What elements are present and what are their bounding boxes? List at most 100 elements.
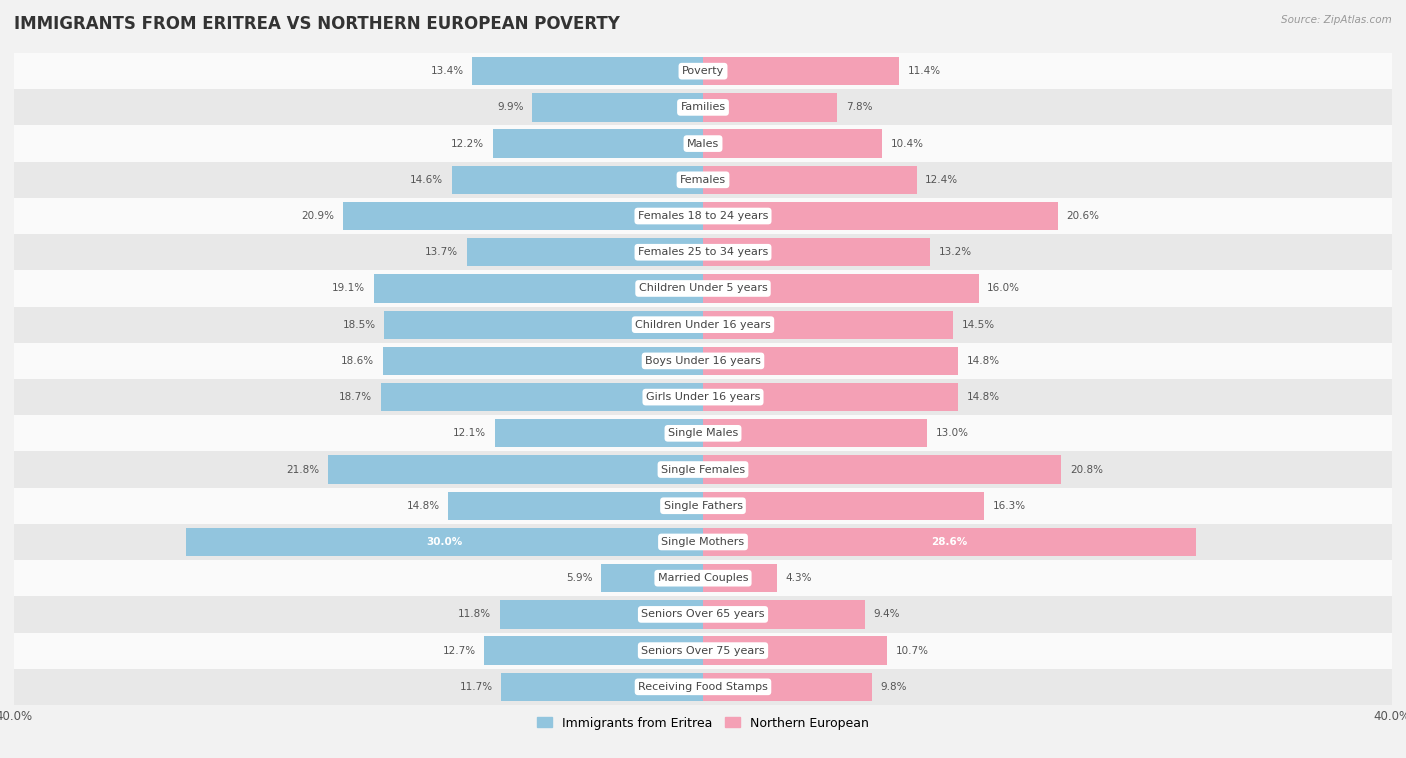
Bar bbox=[449, 492, 703, 520]
Text: 14.6%: 14.6% bbox=[409, 175, 443, 185]
Text: 18.7%: 18.7% bbox=[339, 392, 373, 402]
Text: 11.8%: 11.8% bbox=[458, 609, 491, 619]
Text: 13.2%: 13.2% bbox=[939, 247, 972, 257]
Text: 16.0%: 16.0% bbox=[987, 283, 1021, 293]
Text: Source: ZipAtlas.com: Source: ZipAtlas.com bbox=[1281, 15, 1392, 25]
Legend: Immigrants from Eritrea, Northern European: Immigrants from Eritrea, Northern Europe… bbox=[531, 712, 875, 735]
Text: Receiving Food Stamps: Receiving Food Stamps bbox=[638, 682, 768, 692]
Bar bbox=[703, 346, 957, 375]
Text: Children Under 5 years: Children Under 5 years bbox=[638, 283, 768, 293]
Bar bbox=[703, 564, 778, 592]
Text: Single Males: Single Males bbox=[668, 428, 738, 438]
Bar bbox=[703, 383, 957, 412]
Text: Single Mothers: Single Mothers bbox=[661, 537, 745, 547]
Bar bbox=[703, 637, 887, 665]
Text: 13.0%: 13.0% bbox=[935, 428, 969, 438]
Bar bbox=[14, 53, 1392, 89]
Text: 28.6%: 28.6% bbox=[931, 537, 967, 547]
Text: Single Females: Single Females bbox=[661, 465, 745, 475]
Bar bbox=[14, 198, 1392, 234]
Bar bbox=[14, 379, 1392, 415]
Bar bbox=[502, 672, 703, 701]
Text: 12.7%: 12.7% bbox=[443, 646, 475, 656]
Text: Girls Under 16 years: Girls Under 16 years bbox=[645, 392, 761, 402]
Text: 7.8%: 7.8% bbox=[846, 102, 873, 112]
Bar bbox=[14, 560, 1392, 597]
Text: 12.4%: 12.4% bbox=[925, 175, 959, 185]
Bar bbox=[374, 274, 703, 302]
Text: 9.9%: 9.9% bbox=[498, 102, 524, 112]
Text: Boys Under 16 years: Boys Under 16 years bbox=[645, 356, 761, 366]
Text: 30.0%: 30.0% bbox=[426, 537, 463, 547]
Bar bbox=[14, 234, 1392, 271]
Bar bbox=[484, 637, 703, 665]
Text: 13.4%: 13.4% bbox=[430, 66, 464, 76]
Text: 16.3%: 16.3% bbox=[993, 501, 1025, 511]
Bar bbox=[186, 528, 703, 556]
Text: 12.1%: 12.1% bbox=[453, 428, 486, 438]
Text: IMMIGRANTS FROM ERITREA VS NORTHERN EUROPEAN POVERTY: IMMIGRANTS FROM ERITREA VS NORTHERN EURO… bbox=[14, 15, 620, 33]
Text: 18.6%: 18.6% bbox=[340, 356, 374, 366]
Bar bbox=[703, 311, 953, 339]
Bar bbox=[382, 346, 703, 375]
Text: 14.8%: 14.8% bbox=[406, 501, 440, 511]
Bar bbox=[14, 343, 1392, 379]
Text: 4.3%: 4.3% bbox=[786, 573, 813, 583]
Text: 9.4%: 9.4% bbox=[873, 609, 900, 619]
Bar bbox=[14, 306, 1392, 343]
Bar bbox=[451, 166, 703, 194]
Bar bbox=[703, 492, 984, 520]
Text: Families: Families bbox=[681, 102, 725, 112]
Bar bbox=[467, 238, 703, 266]
Bar bbox=[703, 57, 900, 86]
Text: 10.7%: 10.7% bbox=[896, 646, 929, 656]
Bar bbox=[494, 130, 703, 158]
Bar bbox=[533, 93, 703, 121]
Bar bbox=[703, 600, 865, 628]
Bar bbox=[14, 415, 1392, 452]
Bar bbox=[384, 311, 703, 339]
Text: Females 18 to 24 years: Females 18 to 24 years bbox=[638, 211, 768, 221]
Bar bbox=[703, 274, 979, 302]
Text: 20.8%: 20.8% bbox=[1070, 465, 1102, 475]
Text: Single Fathers: Single Fathers bbox=[664, 501, 742, 511]
Bar bbox=[472, 57, 703, 86]
Bar bbox=[14, 524, 1392, 560]
Bar bbox=[14, 271, 1392, 306]
Bar bbox=[703, 456, 1062, 484]
Text: 19.1%: 19.1% bbox=[332, 283, 366, 293]
Bar bbox=[703, 672, 872, 701]
Bar bbox=[14, 669, 1392, 705]
Text: Seniors Over 65 years: Seniors Over 65 years bbox=[641, 609, 765, 619]
Bar bbox=[703, 238, 931, 266]
Text: 12.2%: 12.2% bbox=[451, 139, 484, 149]
Bar bbox=[14, 597, 1392, 632]
Text: Females: Females bbox=[681, 175, 725, 185]
Bar bbox=[495, 419, 703, 447]
Bar bbox=[328, 456, 703, 484]
Bar bbox=[703, 93, 838, 121]
Text: Males: Males bbox=[688, 139, 718, 149]
Text: 14.8%: 14.8% bbox=[966, 392, 1000, 402]
Text: 9.8%: 9.8% bbox=[880, 682, 907, 692]
Bar bbox=[602, 564, 703, 592]
Bar bbox=[703, 166, 917, 194]
Bar bbox=[703, 202, 1057, 230]
Bar bbox=[703, 528, 1195, 556]
Text: 10.4%: 10.4% bbox=[891, 139, 924, 149]
Text: Poverty: Poverty bbox=[682, 66, 724, 76]
Bar bbox=[703, 130, 882, 158]
Text: 18.5%: 18.5% bbox=[343, 320, 375, 330]
Text: Children Under 16 years: Children Under 16 years bbox=[636, 320, 770, 330]
Bar bbox=[14, 487, 1392, 524]
Text: Married Couples: Married Couples bbox=[658, 573, 748, 583]
Text: 14.5%: 14.5% bbox=[962, 320, 994, 330]
Text: Females 25 to 34 years: Females 25 to 34 years bbox=[638, 247, 768, 257]
Text: 11.7%: 11.7% bbox=[460, 682, 494, 692]
Text: 20.6%: 20.6% bbox=[1066, 211, 1099, 221]
Bar bbox=[343, 202, 703, 230]
Text: 21.8%: 21.8% bbox=[285, 465, 319, 475]
Text: 11.4%: 11.4% bbox=[908, 66, 941, 76]
Bar bbox=[381, 383, 703, 412]
Text: 5.9%: 5.9% bbox=[567, 573, 593, 583]
